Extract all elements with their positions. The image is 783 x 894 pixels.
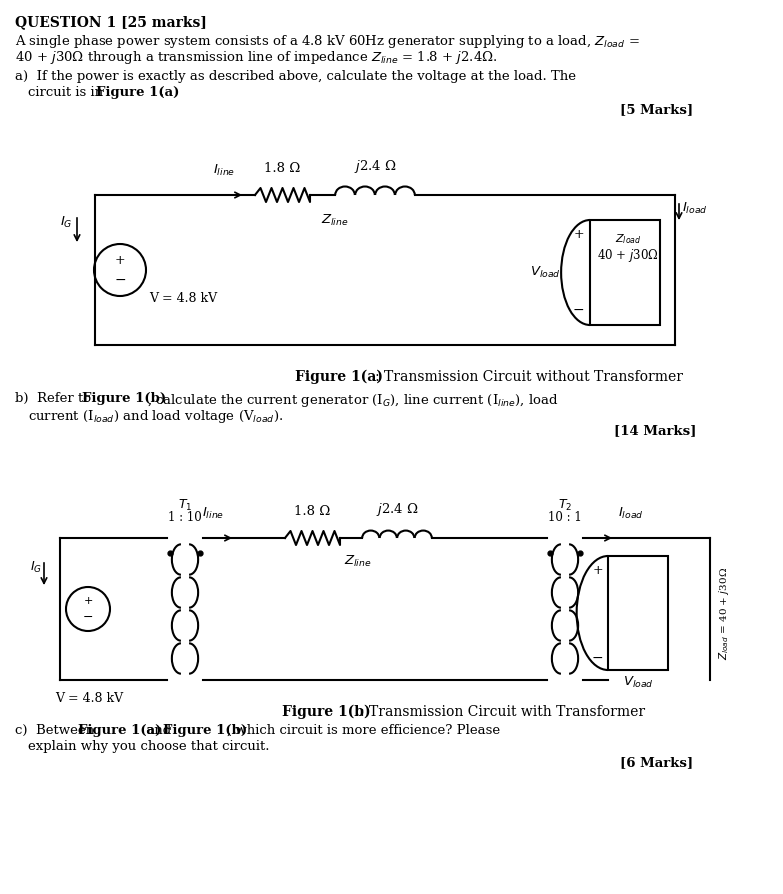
Text: $Z_{load}$: $Z_{load}$ xyxy=(615,232,641,246)
Text: $V_{load}$: $V_{load}$ xyxy=(622,675,654,690)
Text: b)  Refer to: b) Refer to xyxy=(15,392,96,405)
Text: +: + xyxy=(83,596,92,606)
Text: Figure 1(a): Figure 1(a) xyxy=(295,370,383,384)
Text: $j$2.4 Ω: $j$2.4 Ω xyxy=(376,501,418,518)
Text: c)  Between: c) Between xyxy=(15,724,99,737)
Text: [14 Marks]: [14 Marks] xyxy=(614,424,696,437)
Text: $I_{line}$: $I_{line}$ xyxy=(202,506,224,521)
Text: $V_{load}$: $V_{load}$ xyxy=(529,265,561,280)
Text: $T_1$: $T_1$ xyxy=(178,498,192,513)
Text: circuit is in: circuit is in xyxy=(28,86,107,99)
Text: −: − xyxy=(591,651,603,665)
Text: Figure 1(b): Figure 1(b) xyxy=(282,705,370,720)
Text: : Transmission Circuit with Transformer: : Transmission Circuit with Transformer xyxy=(360,705,645,719)
Text: +: + xyxy=(573,228,584,241)
Text: [5 Marks]: [5 Marks] xyxy=(620,103,693,116)
Text: , calculate the current generator (I$_G$), line current (I$_{line}$), load: , calculate the current generator (I$_G$… xyxy=(147,392,558,409)
Text: $j$2.4 Ω: $j$2.4 Ω xyxy=(354,158,396,175)
Text: Figure 1(a): Figure 1(a) xyxy=(78,724,161,737)
Text: $I_G$: $I_G$ xyxy=(60,215,73,230)
Text: −: − xyxy=(83,611,93,623)
Text: Figure 1(b): Figure 1(b) xyxy=(82,392,166,405)
Text: 1 : 10: 1 : 10 xyxy=(168,511,202,524)
Text: A single phase power system consists of a 4.8 kV 60Hz generator supplying to a l: A single phase power system consists of … xyxy=(15,33,640,50)
Text: a)  If the power is exactly as described above, calculate the voltage at the loa: a) If the power is exactly as described … xyxy=(15,70,576,83)
Text: $I_{load}$: $I_{load}$ xyxy=(682,201,708,216)
Text: : Transmission Circuit without Transformer: : Transmission Circuit without Transform… xyxy=(375,370,683,384)
Text: Figure 1(b): Figure 1(b) xyxy=(163,724,247,737)
Text: [6 Marks]: [6 Marks] xyxy=(620,756,693,769)
Text: +: + xyxy=(114,255,125,267)
Text: −: − xyxy=(114,273,126,287)
Text: +: + xyxy=(593,564,603,577)
Text: $T_2$: $T_2$ xyxy=(557,498,572,513)
Text: $Z_{load}$ = 40 + $j$30Ω: $Z_{load}$ = 40 + $j$30Ω xyxy=(717,567,731,660)
Text: V = 4.8 kV: V = 4.8 kV xyxy=(55,692,123,705)
Text: .: . xyxy=(160,86,164,99)
Text: $I_{load}$: $I_{load}$ xyxy=(618,506,644,521)
Text: $I_{line}$: $I_{line}$ xyxy=(213,163,235,178)
Text: 40 + $j$30Ω: 40 + $j$30Ω xyxy=(597,247,659,264)
Text: −: − xyxy=(572,303,584,317)
Bar xyxy=(608,556,668,670)
Text: $Z_{line}$: $Z_{line}$ xyxy=(321,213,349,228)
Text: Figure 1(a): Figure 1(a) xyxy=(96,86,179,99)
Text: explain why you choose that circuit.: explain why you choose that circuit. xyxy=(28,740,269,753)
Text: and: and xyxy=(142,724,175,737)
Bar xyxy=(590,220,660,325)
Text: , which circuit is more efficience? Please: , which circuit is more efficience? Plea… xyxy=(227,724,500,737)
Text: current (I$_{load}$) and load voltage (V$_{load}$).: current (I$_{load}$) and load voltage (V… xyxy=(28,408,283,425)
Text: 10 : 1: 10 : 1 xyxy=(548,511,582,524)
Text: $Z_{line}$: $Z_{line}$ xyxy=(345,554,372,569)
Text: QUESTION 1 [25 marks]: QUESTION 1 [25 marks] xyxy=(15,15,207,29)
Text: 1.8 Ω: 1.8 Ω xyxy=(264,162,300,175)
Text: $I_G$: $I_G$ xyxy=(30,560,42,575)
Text: V = 4.8 kV: V = 4.8 kV xyxy=(149,292,217,305)
Text: 40 + $j$30Ω through a transmission line of impedance $Z_{line}$ = 1.8 + $j$2.4Ω.: 40 + $j$30Ω through a transmission line … xyxy=(15,49,498,66)
Text: 1.8 Ω: 1.8 Ω xyxy=(294,505,330,518)
